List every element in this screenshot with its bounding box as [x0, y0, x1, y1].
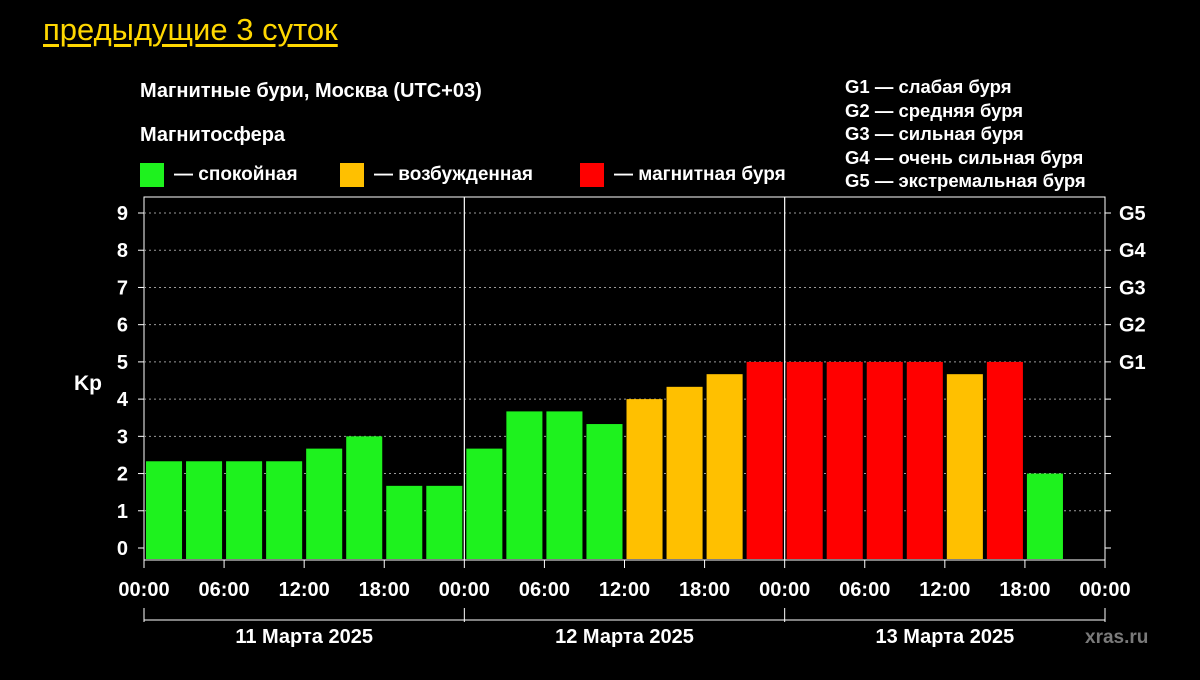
kp-bar-20	[906, 361, 943, 559]
kp-bar-5	[306, 448, 343, 559]
x-tick-label: 06:00	[839, 579, 890, 601]
x-tick-label: 12:00	[919, 579, 970, 601]
day-label: 13 Марта 2025	[875, 626, 1014, 648]
x-tick-label: 00:00	[1079, 579, 1130, 601]
kp-bar-10	[506, 411, 543, 559]
kp-bar-17	[786, 361, 823, 559]
legend-excited: — возбужденная	[340, 163, 533, 187]
g-scale-label: G5	[1119, 203, 1146, 225]
y-tick-label: 8	[117, 240, 128, 262]
kp-bar-6	[346, 436, 383, 559]
g-legend-g3: G3 — сильная буря	[845, 123, 1024, 144]
y-tick-label: 6	[117, 315, 128, 337]
kp-bar-2	[186, 461, 223, 559]
kp-bar-7	[386, 485, 423, 559]
x-tick-label: 12:00	[599, 579, 650, 601]
g-scale-label: G2	[1119, 315, 1146, 337]
legend-quiet-swatch	[140, 163, 164, 187]
x-tick-label: 12:00	[279, 579, 330, 601]
y-axis-label: Kp	[74, 372, 102, 395]
watermark: xras.ru	[1085, 627, 1149, 648]
g-legend-g5: G5 — экстремальная буря	[845, 170, 1086, 191]
y-tick-label: 7	[117, 277, 128, 299]
x-tick-label: 00:00	[439, 579, 490, 601]
kp-bar-3	[226, 461, 263, 559]
y-tick-label: 0	[117, 538, 128, 560]
legend-quiet: — спокойная	[140, 163, 298, 187]
legend-storm-label: — магнитная буря	[614, 164, 786, 185]
kp-bar-9	[466, 448, 503, 559]
y-tick-label: 4	[117, 389, 129, 411]
kp-bar-18	[826, 361, 863, 559]
day-label: 11 Марта 2025	[235, 626, 373, 648]
x-tick-label: 06:00	[519, 579, 570, 601]
x-tick-label: 00:00	[118, 579, 169, 601]
y-tick-label: 9	[117, 203, 128, 225]
kp-bar-16	[746, 361, 783, 559]
chart-title: Магнитные бури, Москва (UTC+03)	[140, 80, 482, 102]
kp-bar-13	[626, 399, 663, 559]
kp-bar-19	[866, 361, 903, 559]
legend-quiet-label: — спокойная	[174, 164, 298, 185]
kp-bar-14	[666, 386, 703, 559]
legend-storm: — магнитная буря	[580, 163, 786, 187]
x-tick-label: 00:00	[759, 579, 810, 601]
x-tick-label: 06:00	[199, 579, 250, 601]
kp-bar-21	[946, 374, 983, 559]
kp-bar-1	[146, 461, 183, 559]
legend-excited-label: — возбужденная	[374, 164, 534, 185]
g-legend-g1: G1 — слабая буря	[845, 76, 1012, 97]
kp-bar-8	[426, 485, 463, 559]
kp-bar-11	[546, 411, 583, 559]
kp-bar-15	[706, 374, 743, 559]
g-legend-g2: G2 — средняя буря	[845, 99, 1024, 121]
y-tick-label: 1	[117, 501, 128, 523]
previous-3-days-link[interactable]: предыдущие 3 суток	[43, 12, 338, 47]
x-tick-label: 18:00	[359, 579, 410, 601]
kp-bar-12	[586, 424, 623, 559]
kp-bar-4	[266, 461, 303, 559]
legend-storm-swatch	[580, 163, 604, 187]
y-tick-label: 2	[117, 464, 128, 486]
g-scale-label: G3	[1119, 277, 1146, 299]
x-tick-label: 18:00	[999, 579, 1050, 601]
chart-subtitle: Магнитосфера	[140, 124, 286, 146]
y-tick-label: 5	[117, 352, 128, 374]
x-tick-label: 18:00	[679, 579, 730, 601]
kp-bar-22	[986, 361, 1023, 559]
kp-bar-23	[1026, 473, 1063, 559]
y-tick-label: 3	[117, 426, 128, 448]
g-scale-label: G4	[1119, 240, 1147, 262]
day-label: 12 Марта 2025	[555, 626, 694, 648]
legend-excited-swatch	[340, 163, 364, 187]
g-scale-label: G1	[1119, 352, 1146, 374]
g-legend-g4: G4 — очень сильная буря	[845, 146, 1084, 168]
g-scale-legend: G1 — слабая буря G2 — средняя буря G3 — …	[845, 75, 1086, 193]
